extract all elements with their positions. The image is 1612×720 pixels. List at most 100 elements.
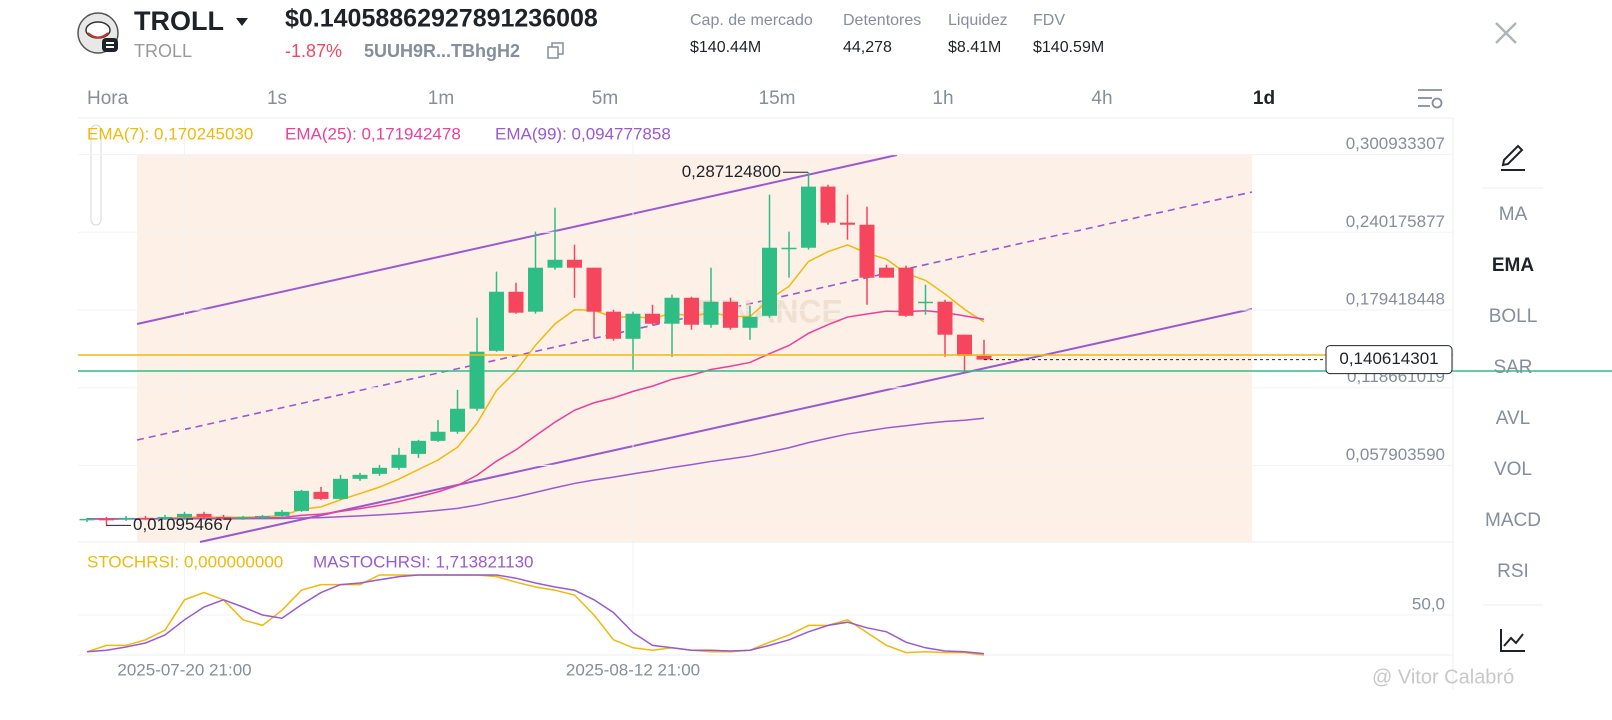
candle-body	[567, 259, 582, 268]
candle-body	[177, 513, 192, 517]
candle-body	[976, 355, 992, 360]
draw-tool-icon[interactable]	[1501, 144, 1525, 171]
timeframe-tab[interactable]: Hora	[87, 88, 129, 109]
timeframe-tab[interactable]: 4h	[1091, 88, 1112, 109]
candle-body	[703, 301, 719, 325]
candle-body	[898, 267, 914, 316]
candle-body	[216, 516, 231, 519]
candle-body	[879, 267, 894, 278]
candle-body	[99, 518, 114, 521]
candle-body	[196, 513, 212, 517]
candle-body	[528, 267, 543, 312]
candle-body	[430, 431, 446, 441]
indicator-button[interactable]: AVL	[1496, 408, 1531, 429]
candle-body	[235, 516, 251, 519]
price: $0.14058862927891236008	[285, 5, 598, 33]
candle-body	[801, 186, 816, 248]
author-watermark: @ Vitor Calabró	[1372, 666, 1514, 688]
close-button[interactable]	[1495, 22, 1517, 44]
chart-type-icon[interactable]	[1500, 629, 1525, 652]
indicator-button[interactable]: VOL	[1494, 459, 1532, 480]
y-tick-label: 0,300933307	[1346, 134, 1445, 153]
candle-body	[118, 517, 134, 520]
annotation-label: 0,287124800	[682, 162, 781, 181]
candle-body	[937, 301, 953, 335]
candle-body	[820, 186, 836, 223]
scrollbar[interactable]	[90, 124, 102, 226]
candle-body	[957, 334, 972, 356]
legend-entry: STOCHRSI: 0,000000000	[87, 552, 283, 571]
stat-value: $140.59M	[1033, 39, 1104, 56]
timeframe-tab[interactable]: 1m	[428, 88, 454, 109]
candle-body	[79, 518, 95, 521]
plot-area	[78, 120, 1453, 656]
candle-body	[664, 297, 680, 324]
candle-body	[294, 490, 309, 511]
last-price-label: 0,140614301	[1339, 349, 1438, 368]
timeframe-tabs: Hora 1s 1m 5m 15m 1h 4h 1d	[87, 88, 1275, 109]
annotation-label: 0,010954667	[133, 515, 232, 534]
channel-drawing[interactable]	[136, 154, 1253, 543]
indicator-button[interactable]: RSI	[1497, 561, 1529, 582]
candle-body	[742, 316, 758, 328]
indicator-line	[86, 574, 985, 656]
stat-value: $140.44M	[690, 39, 761, 56]
timeframe-tab[interactable]: 5m	[592, 88, 618, 109]
legend-entry: EMA(99): 0,094777858	[495, 124, 671, 143]
indicator-button[interactable]: MA	[1499, 204, 1528, 225]
candle-body	[352, 474, 368, 479]
candle-body	[625, 313, 641, 339]
indicator-line	[86, 574, 985, 655]
legend-entry: EMA(25): 0,171942478	[285, 124, 461, 143]
indicator-button[interactable]: SAR	[1493, 357, 1532, 378]
y-tick-label: 50,0	[1412, 594, 1445, 613]
x-tick-label: 2025-07-20 21:00	[117, 660, 251, 679]
price-change: -1.87%	[285, 41, 342, 61]
chart-settings-icon[interactable]	[1418, 89, 1443, 109]
candle-body	[274, 511, 290, 516]
stats: Cap. de mercado $140.44M Detentores 44,278 L…	[690, 12, 1104, 56]
y-tick-label: 0,240175877	[1346, 212, 1445, 231]
candle-body	[411, 440, 426, 454]
candle-body	[762, 247, 777, 316]
candle-body	[918, 301, 933, 304]
indicator-button[interactable]: BOLL	[1489, 306, 1538, 327]
timeframe-tab[interactable]: 1h	[932, 88, 953, 109]
candle-body	[157, 516, 173, 519]
dropdown-caret[interactable]	[236, 18, 248, 26]
indicator-line	[87, 417, 985, 520]
stat-value: $8.41M	[948, 39, 1001, 56]
candle-body	[723, 301, 738, 328]
candle-body	[508, 291, 524, 313]
timeframe-tab[interactable]: 1d	[1253, 88, 1275, 109]
candle-body	[450, 408, 465, 432]
indicator-menu: MA EMA BOLL SAR AVL VOL MACD RSI	[1485, 204, 1541, 582]
candle-body	[840, 222, 855, 225]
timeframe-tab[interactable]: 15m	[759, 88, 796, 109]
token-name[interactable]: TROLL	[134, 6, 224, 36]
y-tick-label: 0,179418448	[1346, 289, 1445, 308]
candle-body	[606, 311, 621, 339]
candle-body	[333, 478, 348, 499]
copy-icon[interactable]	[547, 42, 564, 59]
candle-body	[255, 515, 270, 518]
candle-body	[469, 351, 485, 409]
candle-body	[684, 297, 699, 325]
timeframe-tab[interactable]: 1s	[267, 88, 287, 109]
candle-body	[489, 291, 504, 351]
candle-body	[781, 247, 797, 250]
stat-label: Cap. de mercado	[690, 12, 813, 29]
indicator-button[interactable]: EMA	[1492, 255, 1535, 276]
candle-body	[372, 467, 387, 474]
x-tick-label: 2025-08-12 21:00	[566, 660, 700, 679]
token-symbol: TROLL	[134, 41, 192, 61]
y-tick-label: 0,057903590	[1346, 445, 1445, 464]
indicator-button[interactable]: MACD	[1485, 510, 1541, 531]
candle-body	[138, 517, 153, 520]
last-price-box	[1325, 345, 1453, 375]
contract-address: 5UUH9R...TBhgH2	[364, 41, 520, 61]
candle-body	[586, 267, 602, 312]
token-logo[interactable]	[77, 12, 119, 54]
